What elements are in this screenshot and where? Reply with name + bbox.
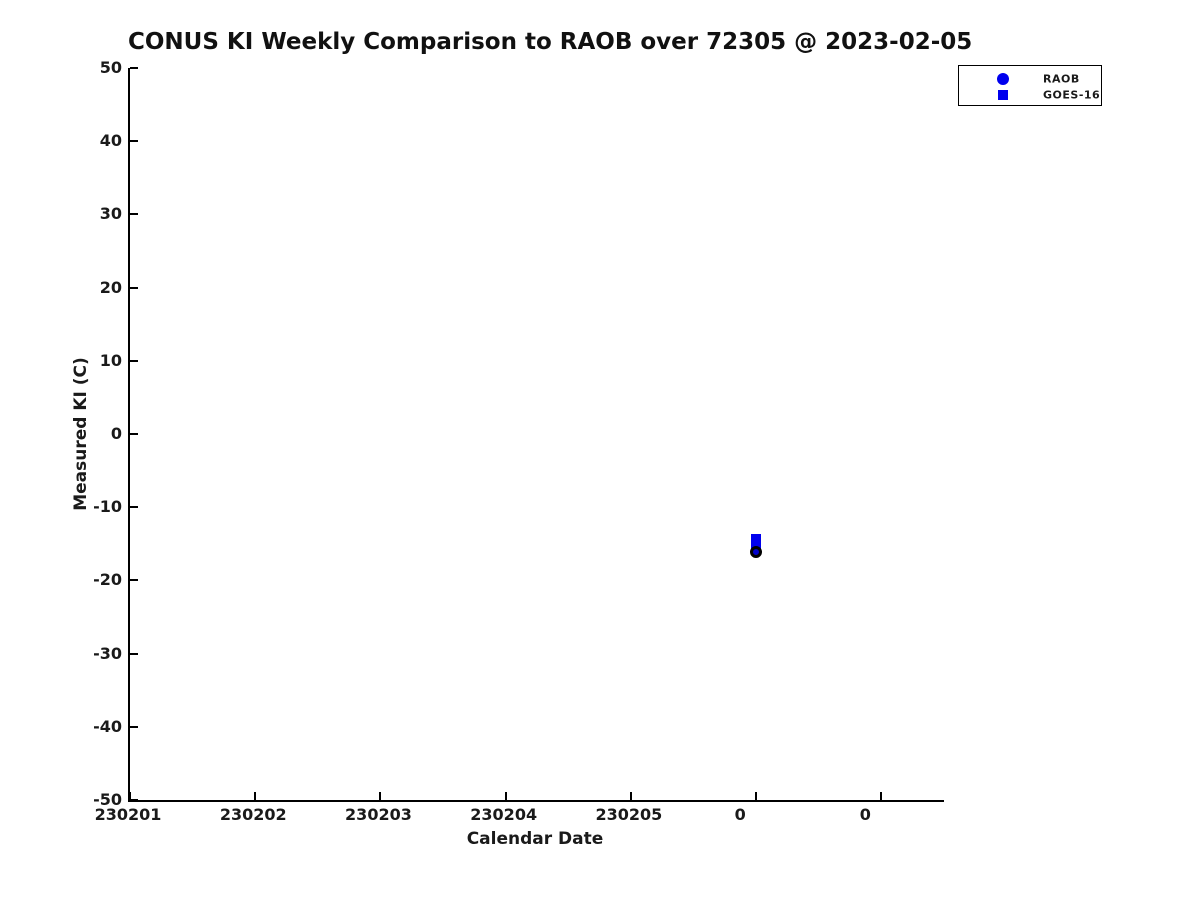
x-tick-label: 230201 <box>94 805 162 824</box>
y-tick-mark <box>130 433 138 435</box>
y-tick-label: 30 <box>99 204 122 224</box>
y-tick-mark <box>130 506 138 509</box>
y-tick-mark <box>130 579 138 582</box>
raob-circle-icon <box>997 72 1009 85</box>
y-tick-label: 0 <box>110 424 122 443</box>
y-tick-label: -30 <box>93 643 122 663</box>
x-tick-mark <box>755 792 758 800</box>
y-tick-mark <box>130 286 138 289</box>
chart-title: CONUS KI Weekly Comparison to RAOB over … <box>128 29 973 55</box>
x-tick-label: 230205 <box>595 805 663 824</box>
x-tick-mark <box>379 792 382 800</box>
y-tick-mark <box>130 799 138 801</box>
x-tick-mark <box>254 792 257 800</box>
legend-label-raob: RAOB <box>1043 72 1080 85</box>
y-tick-label: 10 <box>99 350 122 370</box>
legend-item-goes16: GOES-16 <box>959 87 1101 102</box>
y-tick-label: -20 <box>93 570 122 590</box>
y-tick-mark <box>130 213 138 216</box>
raob-data-point <box>750 545 763 558</box>
y-tick-mark <box>130 359 138 362</box>
y-tick-mark <box>130 725 138 728</box>
x-tick-label: 230204 <box>470 805 538 824</box>
goes16-data-point <box>751 538 762 549</box>
legend: RAOB GOES-16 <box>958 65 1102 106</box>
y-tick-label: -10 <box>93 497 122 517</box>
y-tick-mark <box>130 652 138 655</box>
x-tick-mark <box>129 792 131 800</box>
y-tick-label: 40 <box>99 131 122 151</box>
x-axis-label: Calendar Date <box>466 829 604 849</box>
legend-item-raob: RAOB <box>959 71 1101 86</box>
y-tick-mark <box>130 140 138 143</box>
x-tick-label: 0 <box>734 805 746 824</box>
x-tick-mark <box>504 792 507 800</box>
x-tick-mark <box>880 792 883 800</box>
y-tick-label: -50 <box>93 790 122 809</box>
plot-area <box>128 67 944 802</box>
y-tick-label: 50 <box>99 58 122 77</box>
y-tick-label: 20 <box>99 277 122 297</box>
legend-label-goes16: GOES-16 <box>1043 88 1101 101</box>
x-tick-label: 230202 <box>219 805 287 824</box>
x-tick-mark <box>629 792 632 800</box>
y-tick-label: -40 <box>93 716 122 736</box>
y-tick-mark <box>130 67 138 69</box>
x-tick-label: 0 <box>859 805 871 824</box>
x-tick-label: 230203 <box>345 805 412 824</box>
goes16-square-icon <box>998 89 1008 100</box>
